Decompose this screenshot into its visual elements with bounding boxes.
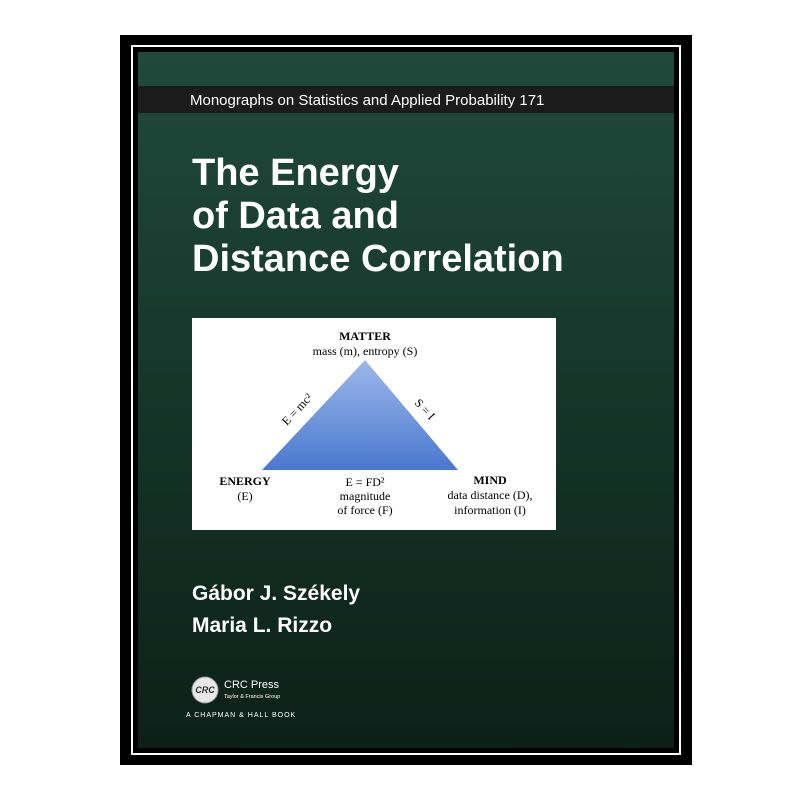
publisher-imprint: A CHAPMAN & HALL BOOK (186, 712, 296, 719)
diagram-label: mass (m), entropy (S) (313, 344, 418, 358)
diagram-label: MIND (473, 473, 507, 487)
publisher-name: CRC Press (224, 679, 280, 691)
diagram-label: data distance (D), (448, 488, 533, 502)
diagram-label: E = FD² (345, 475, 384, 489)
series-band (138, 86, 674, 113)
author: Gábor J. Székely (192, 582, 360, 605)
title: Distance Correlation (192, 238, 564, 280)
diagram-label: information (I) (454, 503, 526, 517)
series: Monographs on Statistics and Applied Pro… (190, 92, 544, 109)
diagram-label: of force (F) (337, 503, 392, 517)
diagram-label: (E) (237, 489, 252, 503)
publisher-group: Taylor & Francis Group (224, 694, 280, 700)
diagram-label: MATTER (339, 329, 391, 343)
triangle (262, 360, 458, 470)
frame-line (131, 45, 681, 755)
author: Maria L. Rizzo (192, 614, 332, 637)
diagram-label: ENERGY (219, 474, 271, 488)
publisher-logo (191, 676, 219, 704)
diagram-label: magnitude (340, 489, 391, 503)
title: The Energy (192, 152, 399, 194)
publisher-logo-text: CRC (195, 685, 215, 695)
title: of Data and (192, 195, 399, 237)
